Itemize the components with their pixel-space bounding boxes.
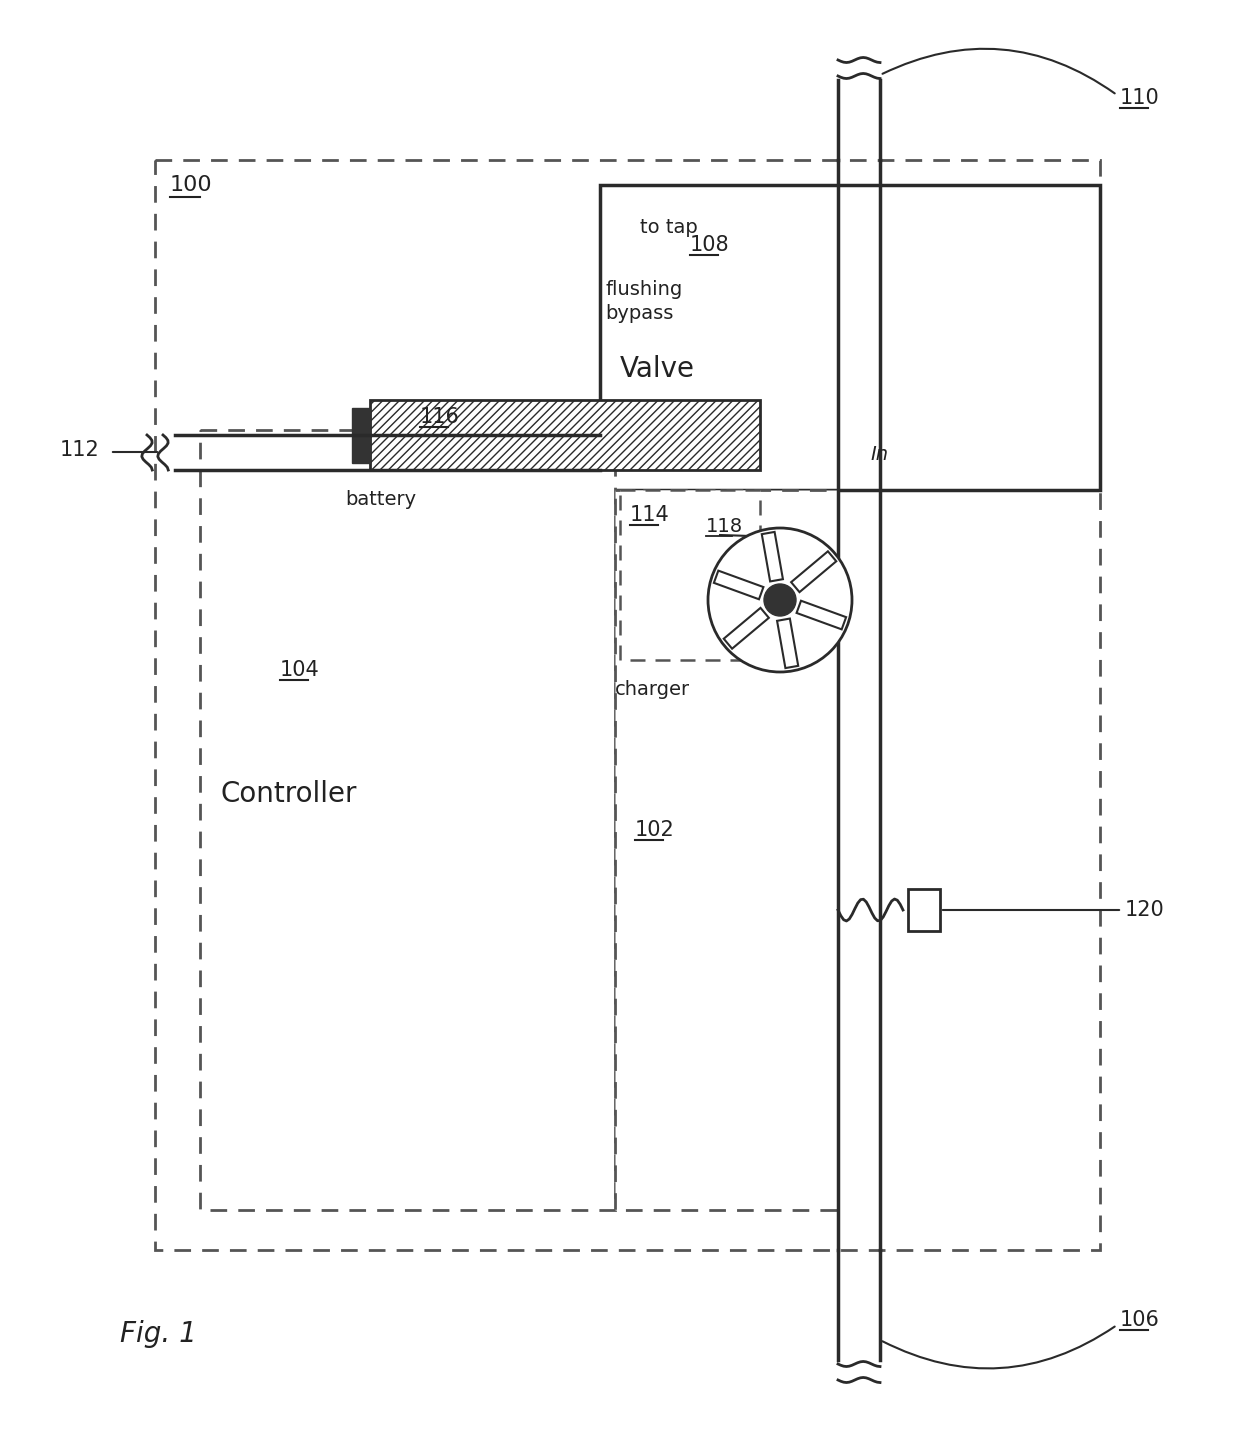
Polygon shape bbox=[724, 607, 769, 649]
Bar bbox=[352, 407, 370, 463]
Text: Valve: Valve bbox=[620, 354, 694, 383]
Bar bbox=[620, 490, 760, 660]
Text: Fig. 1: Fig. 1 bbox=[120, 1320, 197, 1348]
Text: 110: 110 bbox=[1120, 89, 1159, 109]
Text: charger: charger bbox=[615, 680, 691, 699]
Text: 104: 104 bbox=[280, 660, 320, 680]
Text: 100: 100 bbox=[170, 174, 212, 194]
Text: 114: 114 bbox=[630, 504, 670, 524]
Text: to tap: to tap bbox=[640, 219, 698, 237]
Text: 112: 112 bbox=[60, 440, 99, 460]
Text: 116: 116 bbox=[420, 407, 460, 427]
Circle shape bbox=[708, 527, 852, 672]
Text: 102: 102 bbox=[635, 820, 675, 840]
Polygon shape bbox=[714, 570, 764, 599]
Text: battery: battery bbox=[345, 490, 417, 509]
Polygon shape bbox=[791, 552, 836, 592]
Text: 108: 108 bbox=[689, 234, 729, 254]
Bar bbox=[615, 490, 838, 1210]
Bar bbox=[200, 430, 615, 1210]
Bar bbox=[600, 184, 1100, 490]
Text: 118: 118 bbox=[706, 517, 743, 536]
Polygon shape bbox=[796, 600, 846, 629]
Text: Controller: Controller bbox=[219, 780, 357, 807]
Polygon shape bbox=[777, 619, 799, 669]
Text: 106: 106 bbox=[1120, 1310, 1159, 1330]
Polygon shape bbox=[761, 532, 782, 582]
Text: In: In bbox=[870, 444, 888, 464]
Text: 120: 120 bbox=[1125, 900, 1164, 920]
Circle shape bbox=[764, 584, 796, 616]
Bar bbox=[370, 400, 760, 470]
Bar bbox=[908, 889, 940, 932]
Text: flushing
bypass: flushing bypass bbox=[605, 280, 682, 323]
Bar bbox=[155, 160, 1100, 1250]
